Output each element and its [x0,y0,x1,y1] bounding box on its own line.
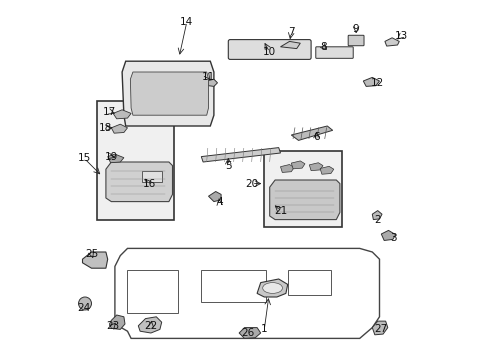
Polygon shape [280,165,294,172]
Polygon shape [309,163,322,171]
Text: 6: 6 [312,132,319,142]
Text: 2: 2 [374,215,380,225]
Ellipse shape [262,283,282,293]
Bar [127,270,178,313]
Polygon shape [239,328,260,338]
Text: 22: 22 [144,321,157,331]
Text: 7: 7 [287,27,294,37]
FancyBboxPatch shape [315,47,352,58]
Text: 20: 20 [244,179,258,189]
Text: 4: 4 [216,197,222,207]
Polygon shape [109,315,125,329]
Text: 5: 5 [224,161,231,171]
Text: 12: 12 [370,78,384,88]
Text: 3: 3 [390,233,396,243]
FancyBboxPatch shape [228,40,310,59]
Polygon shape [257,279,287,297]
Text: 10: 10 [263,47,276,57]
Text: 13: 13 [394,31,407,41]
Polygon shape [384,38,399,46]
Polygon shape [107,154,123,163]
Text: 25: 25 [85,249,98,259]
Bar [142,171,162,182]
Text: 15: 15 [78,153,91,163]
Polygon shape [130,72,208,115]
Text: 1: 1 [261,324,267,334]
Polygon shape [280,41,300,49]
Polygon shape [113,110,131,119]
Text: 24: 24 [78,303,91,313]
Polygon shape [106,162,172,202]
Polygon shape [122,61,213,126]
Polygon shape [291,126,332,140]
Polygon shape [206,79,217,86]
Text: 19: 19 [104,152,118,162]
Circle shape [79,297,91,310]
Polygon shape [371,211,381,220]
Polygon shape [269,180,339,220]
Text: 21: 21 [273,206,286,216]
Text: 26: 26 [241,328,254,338]
Text: 14: 14 [180,17,193,27]
Bar [201,270,265,302]
Polygon shape [320,166,333,174]
Polygon shape [363,77,379,86]
Text: 9: 9 [352,24,359,34]
Text: 8: 8 [320,42,326,52]
Bar [97,101,174,220]
Polygon shape [371,321,387,335]
Polygon shape [381,230,395,240]
Polygon shape [291,161,305,169]
Text: 18: 18 [99,123,112,133]
Bar [264,151,341,227]
Polygon shape [82,252,107,268]
Text: 17: 17 [102,107,116,117]
Polygon shape [111,124,127,133]
Text: 23: 23 [106,321,120,331]
Text: 16: 16 [142,179,155,189]
Bar [287,270,330,295]
Polygon shape [208,192,221,202]
Polygon shape [201,148,280,162]
Text: 11: 11 [202,72,215,82]
Polygon shape [138,317,162,333]
Text: 27: 27 [374,324,387,334]
FancyBboxPatch shape [347,35,363,46]
